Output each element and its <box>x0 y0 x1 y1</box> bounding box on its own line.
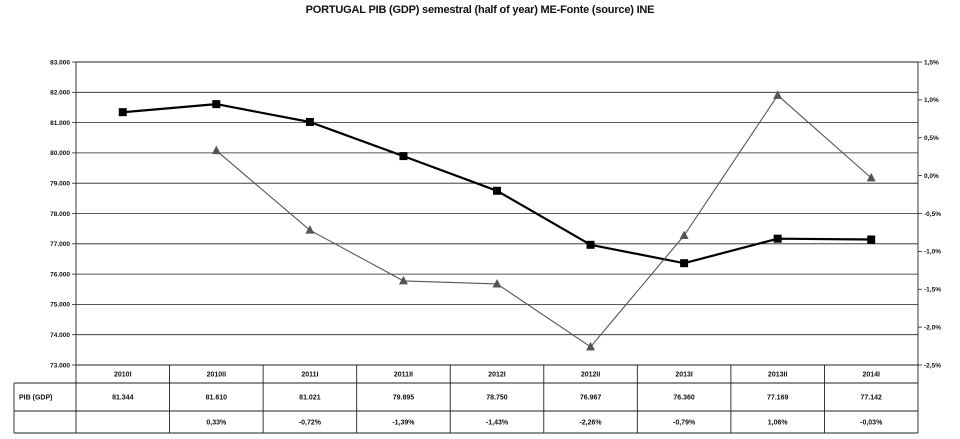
change-point <box>586 341 596 351</box>
gdp-point <box>680 259 689 268</box>
gdp-value: 81.344 <box>112 395 134 402</box>
gdp-point <box>867 235 876 244</box>
x-tick-label: 2010II <box>207 372 227 379</box>
gdp-point <box>212 100 221 109</box>
left-axis: 73.000 74.000 75.000 76.000 77.000 78.000 79.0… <box>50 59 76 369</box>
change-value: -1,43% <box>486 420 509 427</box>
left-tick-label: 75.000 <box>50 302 70 309</box>
change-point <box>773 90 783 99</box>
right-axis: -2,5% -2,0% -1,5% -1,0% -0,5% 0,0% 0,5% 1,0% 1,5… <box>918 59 941 369</box>
gdp-value: 79.895 <box>393 395 415 402</box>
left-tick-label: 76.000 <box>50 271 70 278</box>
right-tick-label: 1,0% <box>924 97 939 104</box>
change-value: -2,26% <box>579 420 602 427</box>
left-tick-label: 82.000 <box>50 90 70 97</box>
left-tick-label: 74.000 <box>50 332 70 339</box>
right-tick-label: -2,5% <box>924 362 941 369</box>
gdp-value: 76.360 <box>673 395 695 402</box>
series-line-1 <box>215 94 872 348</box>
right-tick-label: 0,0% <box>924 173 939 180</box>
x-tick-label: 2011I <box>301 372 318 379</box>
table-row-label: PIB (GDP) <box>19 395 52 402</box>
left-tick-label: 79.000 <box>50 181 70 188</box>
change-point <box>492 278 502 288</box>
right-tick-label: -1,5% <box>924 287 941 294</box>
gdp-value: 81.021 <box>299 395 321 402</box>
left-tick-label: 80.000 <box>50 150 70 157</box>
gdp-point <box>773 234 782 243</box>
left-tick-label: 78.000 <box>50 211 70 218</box>
change-value: -0,03% <box>860 420 883 427</box>
change-point <box>211 145 221 155</box>
change-value: 0,33% <box>206 420 227 427</box>
x-tick-label: 2010I <box>114 372 132 379</box>
right-tick-label: -1,0% <box>924 249 941 256</box>
change-value: -1,39% <box>392 420 415 427</box>
change-value: -0,72% <box>299 420 322 427</box>
gdp-value: 81.610 <box>206 395 228 402</box>
series-line-0 <box>122 102 872 265</box>
right-tick-label: -2,0% <box>924 324 941 331</box>
gdp-point <box>586 240 595 249</box>
right-tick-label: 0,5% <box>924 135 939 142</box>
x-tick-label: 2013I <box>675 372 693 379</box>
change-value: -0,79% <box>673 420 696 427</box>
left-tick-label: 81.000 <box>50 120 70 127</box>
change-point <box>305 225 315 234</box>
right-tick-label: 1,5% <box>924 59 939 66</box>
x-tick-label: 2013II <box>768 372 788 379</box>
x-tick-label: 2011II <box>394 372 413 379</box>
change-point <box>398 275 408 285</box>
gdp-value: 76.967 <box>580 395 602 402</box>
series-layer <box>118 90 876 351</box>
gdp-point <box>399 152 408 161</box>
right-tick-label: -0,5% <box>924 211 941 218</box>
gdp-value: 77.142 <box>861 395 883 402</box>
gdp-point <box>493 186 501 195</box>
change-point <box>866 172 876 182</box>
change-value: 1,06% <box>768 420 789 427</box>
x-tick-label: 2012II <box>581 372 601 379</box>
gdp-point <box>305 117 314 126</box>
chart-title: PORTUGAL PIB (GDP) semestral (half of ye… <box>305 4 655 16</box>
left-tick-label: 83.000 <box>50 59 70 66</box>
gdp-value: 77.169 <box>767 395 789 402</box>
left-tick-label: 77.000 <box>50 241 70 248</box>
left-tick-label: 73.000 <box>50 362 70 369</box>
gdp-value: 78.750 <box>486 395 508 402</box>
gdp-point <box>118 108 127 117</box>
x-tick-label: 2014I <box>862 372 880 379</box>
data-table: 2010I 2010II 2011I 2011II 2012I 2012II 2013I 20… <box>13 364 919 434</box>
change-point <box>679 230 689 239</box>
x-tick-label: 2012I <box>488 372 506 379</box>
